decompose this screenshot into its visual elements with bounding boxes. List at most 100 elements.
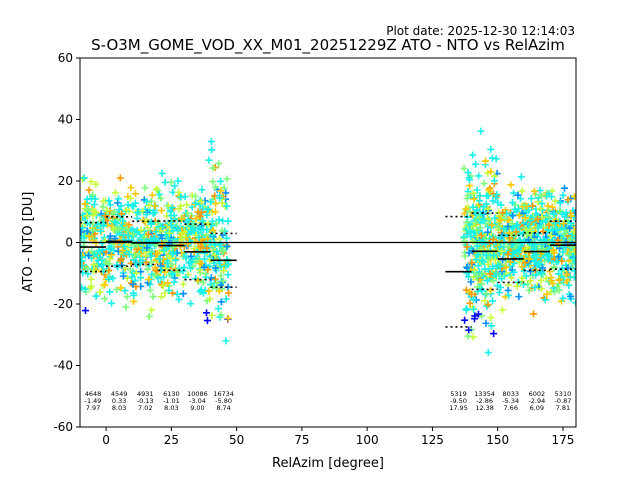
scatter-point <box>168 204 176 212</box>
scatter-point <box>106 232 114 240</box>
bin-label: 7.66 <box>503 404 517 412</box>
scatter-point <box>157 227 165 235</box>
scatter-point <box>100 271 108 279</box>
scatter-point <box>504 222 512 230</box>
scatter-point <box>142 210 150 218</box>
scatter-point <box>161 265 169 273</box>
bin-label: 0.33 <box>112 397 126 405</box>
scatter-point <box>146 286 154 294</box>
scatter-point <box>92 180 100 188</box>
scatter-point <box>179 267 187 275</box>
scatter-point <box>212 200 220 208</box>
scatter-point <box>214 305 222 313</box>
scatter-point <box>148 191 156 199</box>
scatter-point <box>539 227 547 235</box>
scatter-point <box>177 202 185 210</box>
bin-label: -2.86 <box>476 397 493 405</box>
scatter-point <box>105 197 113 205</box>
scatter-point <box>513 221 521 229</box>
bin-statistics <box>80 212 576 328</box>
scatter-point <box>222 243 230 251</box>
scatter-point <box>203 317 211 325</box>
scatter-point <box>485 186 493 194</box>
scatter-point <box>207 198 215 206</box>
scatter-point <box>220 267 228 275</box>
scatter-point <box>143 197 151 205</box>
scatter-point <box>477 232 485 240</box>
scatter-point <box>492 193 500 201</box>
scatter-point <box>133 209 141 217</box>
scatter-point <box>217 272 225 280</box>
bin-label: 13354 <box>474 390 495 398</box>
scatter-point <box>531 240 539 248</box>
y-tick-label: 60 <box>58 51 73 65</box>
scatter-point <box>513 282 521 290</box>
scatter-point <box>168 260 176 268</box>
scatter-point <box>480 180 488 188</box>
scatter-point <box>121 287 129 295</box>
scatter-point <box>157 195 165 203</box>
scatter-point <box>531 283 539 291</box>
scatter-point <box>102 259 110 267</box>
scatter-point <box>478 287 486 295</box>
scatter-point <box>101 295 109 303</box>
y-tick-label: -60 <box>53 420 73 434</box>
scatter-point <box>90 267 98 275</box>
scatter-point <box>205 156 213 164</box>
scatter-point <box>194 277 202 285</box>
scatter-point <box>512 228 520 236</box>
scatter-point <box>91 195 99 203</box>
bin-label: -2.94 <box>528 397 545 405</box>
scatter-point <box>517 173 525 181</box>
scatter-point <box>174 177 182 185</box>
scatter-point <box>203 244 211 252</box>
scatter-point <box>106 288 114 296</box>
scatter-point <box>144 224 152 232</box>
scatter-point <box>466 208 474 216</box>
scatter-point <box>124 242 132 250</box>
x-tick-label: 50 <box>229 433 244 447</box>
bin-label: 5319 <box>450 390 467 398</box>
scatter-point <box>518 263 526 271</box>
bin-labels: 4648-1.497.9745490.338.034931-0.137.0261… <box>85 390 572 412</box>
scatter-point <box>559 248 567 256</box>
scatter-point <box>560 220 568 228</box>
scatter-point <box>192 215 200 223</box>
scatter-point <box>145 275 153 283</box>
scatter-point <box>116 174 124 182</box>
scatter-point <box>205 287 213 295</box>
scatter-point <box>527 218 535 226</box>
scatter-point <box>108 299 116 307</box>
scatter-point <box>493 282 501 290</box>
scatter-point <box>83 219 91 227</box>
scatter-point <box>215 287 223 295</box>
scatter-point <box>150 234 158 242</box>
scatter-point <box>500 225 508 233</box>
scatter-point <box>467 278 475 286</box>
bin-label: 8.03 <box>112 404 126 412</box>
y-tick-label: 20 <box>58 174 73 188</box>
scatter-point <box>191 192 199 200</box>
scatter-point <box>115 195 123 203</box>
scatter-point <box>175 188 183 196</box>
scatter-point <box>170 278 178 286</box>
scatter-point <box>155 190 163 198</box>
scatter-point <box>473 226 481 234</box>
scatter-point <box>211 275 219 283</box>
scatter-point <box>463 231 471 239</box>
y-tick-label: -20 <box>53 297 73 311</box>
x-tick-label: 125 <box>421 433 444 447</box>
scatter-point <box>110 226 118 234</box>
scatter-point <box>145 201 153 209</box>
scatter-point <box>85 186 93 194</box>
scatter-point <box>195 234 203 242</box>
scatter-point <box>522 272 530 280</box>
scatter-point <box>473 272 481 280</box>
scatter-point <box>488 297 496 305</box>
scatter-point <box>223 202 231 210</box>
scatter-point <box>562 209 570 217</box>
scatter-point <box>126 194 134 202</box>
scatter-point <box>212 220 220 228</box>
bin-label: -3.04 <box>189 397 206 405</box>
scatter-point <box>164 230 172 238</box>
